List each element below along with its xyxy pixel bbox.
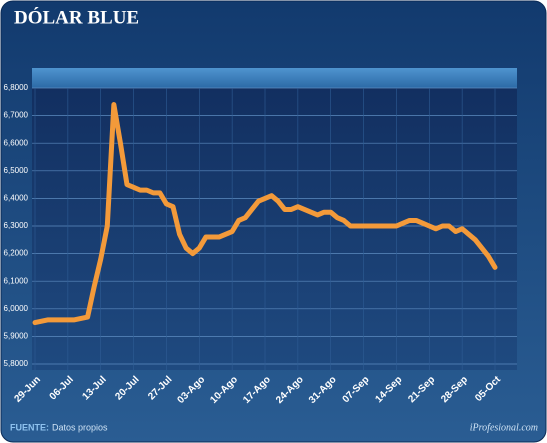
y-tick-label: 5,9000: [4, 332, 29, 341]
source: Datos propios: [52, 422, 108, 432]
line: [32, 102, 498, 326]
y-tick-label: 6,2000: [4, 249, 29, 258]
plot-area: [32, 68, 517, 370]
y-tick-label: 6,5000: [4, 166, 29, 175]
y-tick-label: 6,4000: [4, 194, 29, 203]
source-label: FUENTE:: [10, 422, 49, 432]
y-tick-label: 6,7000: [4, 111, 29, 120]
chart-title: DÓLAR BLUE: [14, 6, 139, 28]
y-tick-label: 6,0000: [4, 304, 29, 313]
y-tick-label: 6,3000: [4, 221, 29, 230]
brand: iProfesional.com: [470, 422, 538, 433]
y-tick-label: 6,1000: [4, 276, 29, 285]
y-tick-label: 5,8000: [4, 359, 29, 368]
plot-header: [32, 68, 517, 88]
y-tick-label: 6,8000: [4, 83, 29, 92]
y-tick-label: 6,6000: [4, 138, 29, 147]
